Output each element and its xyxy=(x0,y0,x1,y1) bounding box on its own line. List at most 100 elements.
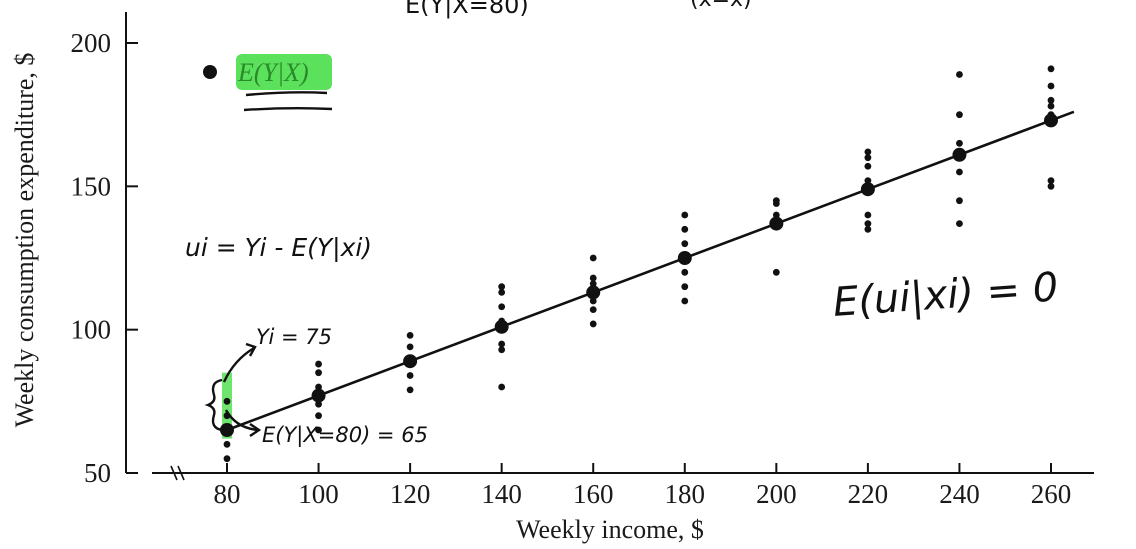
observation-point xyxy=(681,283,689,291)
observation-point xyxy=(1047,102,1055,110)
observation-point xyxy=(315,360,322,368)
x-tick-label: 240 xyxy=(939,479,980,509)
observation-point xyxy=(772,268,780,276)
legend-marker xyxy=(203,65,217,79)
observation-point xyxy=(589,280,597,288)
observation-point xyxy=(864,154,872,162)
annotation-arrows xyxy=(222,342,262,437)
observation-point xyxy=(864,162,872,170)
observation-point xyxy=(956,220,963,228)
legend-underline-2 xyxy=(243,107,333,112)
x-ticks: 80 100 120 140 160 180 200 220 240 260 xyxy=(214,463,1072,509)
observation-point xyxy=(681,268,689,276)
observation-point xyxy=(315,426,322,434)
observation-point xyxy=(589,274,597,282)
x-axis-title: Weekly income, $ xyxy=(516,515,704,544)
conditional-mean-point xyxy=(220,423,234,437)
observation-point xyxy=(681,211,689,219)
annotation-brace xyxy=(204,378,223,432)
observation-point xyxy=(956,197,963,205)
observation-point xyxy=(956,139,963,147)
observation-point xyxy=(681,297,689,305)
x-tick-label: 100 xyxy=(298,479,339,509)
annotation-conditional-mean: E(Y|X=80) = 65 xyxy=(262,423,428,448)
observation-point xyxy=(956,111,963,119)
observation-point xyxy=(1047,96,1055,104)
observation-point xyxy=(315,412,322,420)
observation-point xyxy=(1047,182,1055,190)
observation-point xyxy=(1047,65,1055,73)
annotation-top-partial-left: E(Y|X=80) xyxy=(405,0,529,19)
legend-highlight xyxy=(236,54,332,90)
observation-point xyxy=(589,297,597,305)
observation-point xyxy=(223,440,231,448)
observation-point xyxy=(498,346,506,354)
observation-point xyxy=(589,320,597,328)
x-tick-label: 80 xyxy=(214,479,241,509)
y-tick-label: 150 xyxy=(71,171,112,201)
conditional-mean-point xyxy=(586,285,601,300)
x-tick-label: 140 xyxy=(481,479,522,509)
observation-point xyxy=(315,400,322,408)
observation-point xyxy=(498,383,506,391)
conditional-mean-point xyxy=(494,319,509,334)
observation-point xyxy=(772,211,780,219)
y-tick-label: 100 xyxy=(71,315,112,345)
x-tick-label: 260 xyxy=(1031,479,1072,509)
observation-points xyxy=(223,65,1055,463)
x-tick-label: 220 xyxy=(848,479,889,509)
observation-point xyxy=(864,177,872,185)
observation-point xyxy=(864,211,872,219)
observation-point xyxy=(681,225,689,233)
conditional-mean-point xyxy=(311,388,326,403)
observation-point xyxy=(406,332,414,339)
annotation-top-partial-right: (x=x) xyxy=(690,0,752,12)
observation-point xyxy=(956,71,963,78)
observation-point xyxy=(864,225,872,233)
annotation-yi-value: Yi = 75 xyxy=(256,325,332,349)
legend: E(Y|X) xyxy=(203,54,333,112)
observation-point xyxy=(589,254,597,262)
observation-point xyxy=(864,148,872,156)
observation-point xyxy=(498,283,506,291)
conditional-mean-points xyxy=(220,113,1058,437)
y-tick-label: 50 xyxy=(84,458,111,488)
y-axis-title: Weekly consumption expenditure, $ xyxy=(10,53,39,428)
observation-point xyxy=(498,340,506,348)
conditional-mean-point xyxy=(952,147,967,162)
conditional-mean-point xyxy=(860,182,875,197)
axis-break-mark xyxy=(170,465,185,481)
legend-underline-1 xyxy=(245,91,328,97)
annotation-expectation-zero: E(ui|xi) = 0 xyxy=(831,264,1059,326)
y-ticks: 50 100 150 200 xyxy=(71,28,138,488)
observation-point xyxy=(589,306,597,313)
y-tick-label: 200 xyxy=(71,28,112,58)
observation-point xyxy=(864,220,872,228)
conditional-mean-point xyxy=(403,354,418,369)
conditional-mean-point xyxy=(677,251,692,265)
observation-point xyxy=(956,168,963,176)
observation-point xyxy=(223,397,231,405)
legend-label: E(Y|X) xyxy=(237,58,309,87)
conditional-mean-point xyxy=(1044,113,1058,128)
x-tick-label: 200 xyxy=(756,479,797,509)
regression-line xyxy=(226,110,1075,432)
observation-point xyxy=(223,455,231,463)
observation-point xyxy=(406,386,414,394)
observation-point xyxy=(315,369,322,377)
observation-point xyxy=(498,289,506,296)
x-tick-label: 180 xyxy=(665,479,706,509)
observation-point xyxy=(1047,82,1055,90)
observation-point xyxy=(315,383,322,391)
conditional-mean-point xyxy=(769,216,784,231)
observation-point xyxy=(772,197,780,205)
x-tick-label: 160 xyxy=(573,479,614,509)
observation-point xyxy=(681,240,689,248)
observation-point xyxy=(498,303,506,311)
observation-point xyxy=(1047,177,1055,185)
observation-point xyxy=(406,372,414,379)
x-tick-label: 120 xyxy=(390,479,431,509)
annotation-u-definition: ui = Yi - E(Y|xi) xyxy=(185,233,372,262)
highlight-x80-column xyxy=(222,372,232,439)
observation-point xyxy=(406,343,414,351)
